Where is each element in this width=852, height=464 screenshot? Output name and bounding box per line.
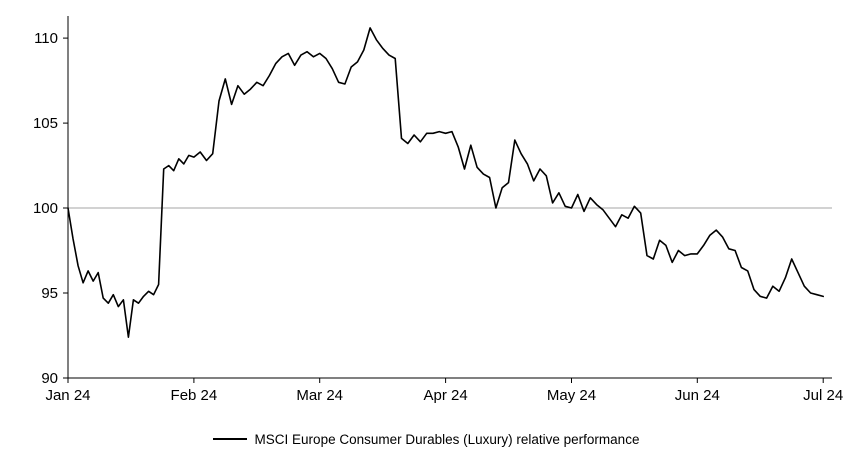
- legend-label: MSCI Europe Consumer Durables (Luxury) r…: [254, 431, 640, 447]
- x-tick-label: Jan 24: [45, 387, 90, 404]
- x-tick-label: Jul 24: [803, 387, 843, 404]
- legend: MSCI Europe Consumer Durables (Luxury) r…: [0, 428, 852, 450]
- x-tick-label: Apr 24: [423, 387, 467, 404]
- y-tick-label: 90: [41, 370, 58, 387]
- x-tick-label: May 24: [547, 387, 596, 404]
- legend-line-sample: [212, 438, 247, 440]
- chart-plot-area: 90 95 100 105 110 Jan 24 Feb 24 Mar 24 Apr 24 May…: [33, 16, 843, 404]
- y-tick-label: 105: [33, 115, 58, 132]
- series-line: [67, 27, 825, 339]
- y-tick-label: 110: [34, 30, 58, 47]
- y-tick-label: 100: [33, 200, 58, 217]
- x-tick-label: Feb 24: [171, 387, 218, 404]
- x-tick-label: Mar 24: [296, 387, 343, 404]
- x-tick-label: Jun 24: [675, 387, 720, 404]
- y-tick-label: 95: [41, 285, 58, 302]
